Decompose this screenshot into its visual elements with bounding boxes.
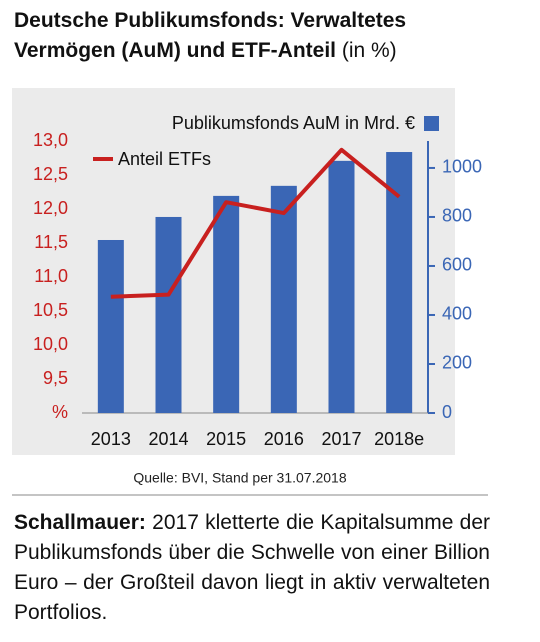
bar (270, 185, 297, 413)
legend-label: Anteil ETFs (118, 149, 211, 169)
caption-text: 2017 kletterte die Kapitalsumme der Publ… (14, 511, 491, 624)
y2-tick-label: 0 (442, 402, 452, 422)
chart-title: Deutsche Publikumsfonds: Verwaltetes Ver… (14, 9, 407, 62)
x-tick-label: 2018e (374, 429, 424, 449)
x-tick-label: 2014 (148, 429, 188, 449)
x-tick-label: 2013 (91, 429, 131, 449)
source: Quelle: BVI, Stand per 31.07.2018 (133, 470, 346, 486)
y-tick-label: 10,5 (33, 300, 68, 320)
y-tick-label: 12,5 (33, 164, 68, 184)
y-tick-label: 11,0 (34, 266, 68, 286)
y-tick-label: 9,5 (43, 368, 68, 388)
line (110, 147, 401, 299)
y-tick-label: 11,5 (34, 232, 68, 252)
legend-swatch (424, 116, 439, 131)
x-tick-label: 2016 (264, 429, 304, 449)
y-tick-label: 13,0 (33, 130, 68, 150)
title-block: Deutsche Publikumsfonds: Verwaltetes Ver… (14, 6, 484, 66)
y-tick-label: 10,0 (33, 334, 68, 354)
bar (213, 195, 240, 413)
legend-label: Publikumsfonds AuM in Mrd. € (172, 113, 415, 133)
x-tick-label: 2015 (206, 429, 246, 449)
x-tick-label: 2017 (321, 429, 361, 449)
y2-tick-label: 200 (442, 353, 472, 373)
y2-tick-label: 800 (442, 206, 472, 226)
y2-tick-label: 400 (442, 304, 472, 324)
y-tick-label: 12,0 (33, 198, 68, 218)
y2-tick-label: 1000 (442, 157, 482, 177)
caption-lead: Schallmauer: (14, 511, 146, 534)
y-tick-label: % (52, 402, 68, 422)
title-unit: (in %) (341, 39, 397, 62)
y2-tick-label: 600 (442, 255, 472, 275)
bar (328, 160, 355, 413)
bar (155, 216, 182, 413)
bar (97, 239, 124, 413)
caption: Schallmauer: 2017 kletterte die Kapitals… (14, 508, 490, 628)
